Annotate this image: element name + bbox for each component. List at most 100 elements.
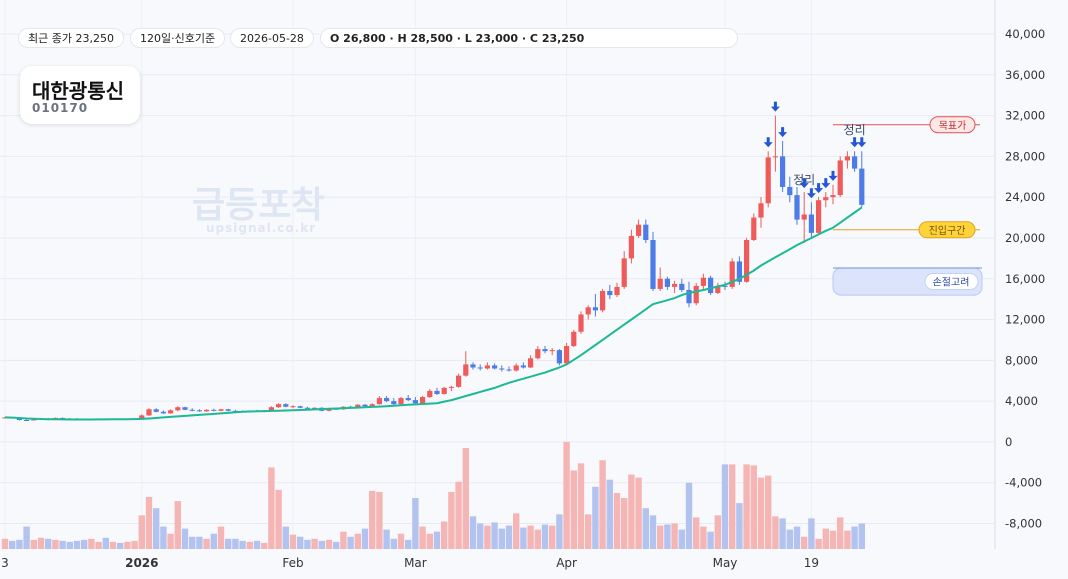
candle-body bbox=[362, 404, 368, 407]
volume-bar bbox=[304, 539, 311, 549]
volume-bar bbox=[30, 539, 37, 549]
volume-bar bbox=[289, 534, 297, 549]
volume-bar bbox=[534, 529, 541, 549]
volume-bar bbox=[606, 479, 613, 549]
volume-bar bbox=[858, 523, 865, 549]
candle-body bbox=[708, 277, 714, 294]
candle-body bbox=[628, 235, 634, 259]
candle-body bbox=[772, 156, 778, 158]
volume-bar bbox=[570, 470, 577, 549]
candle-body bbox=[283, 404, 289, 407]
candle-body bbox=[693, 285, 699, 304]
signal-arrow bbox=[778, 127, 788, 138]
volume-bar bbox=[390, 538, 397, 549]
y-tick-label: 28,000 bbox=[1005, 149, 1045, 163]
volume-bar bbox=[167, 533, 174, 549]
candle-body bbox=[175, 407, 181, 411]
watermark: 급등포착 bbox=[192, 185, 325, 226]
signal-arrow bbox=[799, 178, 809, 189]
volume-bar bbox=[505, 525, 513, 549]
volume-bar bbox=[246, 541, 253, 549]
volume-bar bbox=[253, 540, 261, 549]
candle-body bbox=[196, 410, 202, 412]
volume-bar bbox=[779, 518, 786, 549]
volume-bar bbox=[484, 525, 491, 549]
candle-body bbox=[556, 350, 562, 364]
candle-body bbox=[607, 290, 613, 296]
level-tag-bg bbox=[918, 221, 976, 239]
candle-body bbox=[168, 410, 174, 414]
volume-bar bbox=[261, 542, 268, 549]
volume-bar bbox=[376, 491, 383, 549]
x-tick-label: Feb bbox=[282, 556, 303, 570]
candle-body bbox=[686, 289, 692, 304]
candle-body bbox=[492, 365, 498, 369]
volume-bar bbox=[109, 541, 117, 549]
candle-body bbox=[376, 398, 382, 405]
candle-body bbox=[391, 401, 397, 405]
volume-bar bbox=[239, 540, 246, 549]
candle-body bbox=[448, 386, 454, 388]
candle-body bbox=[290, 406, 296, 408]
volume-bar bbox=[383, 529, 390, 549]
candle-body bbox=[31, 418, 37, 421]
volume-bar bbox=[318, 540, 325, 549]
volume-bar bbox=[556, 514, 563, 549]
volume-bar bbox=[131, 540, 138, 549]
volume-bar bbox=[577, 463, 585, 549]
volume-bar bbox=[448, 491, 455, 549]
candle-body bbox=[672, 283, 678, 287]
volume-bar bbox=[275, 489, 282, 549]
volume-bar bbox=[426, 533, 433, 549]
volume-bar bbox=[707, 531, 714, 549]
candle-body bbox=[477, 367, 483, 369]
volume-bar bbox=[520, 527, 527, 549]
y-tick-label: -4,000 bbox=[1005, 476, 1042, 490]
volume-bar bbox=[397, 533, 405, 549]
volume-bar bbox=[174, 501, 181, 549]
volume-bar bbox=[333, 541, 340, 549]
x-tick-label: 3 bbox=[1, 556, 9, 570]
signal-arrow bbox=[770, 101, 780, 112]
volume-bar bbox=[117, 542, 124, 549]
volume-bar bbox=[743, 464, 750, 549]
volume-bar bbox=[541, 524, 549, 549]
volume-bar bbox=[527, 525, 534, 549]
candle-body bbox=[369, 404, 375, 407]
x-tick-label: 19 bbox=[804, 556, 819, 570]
candle-body bbox=[427, 390, 433, 398]
volume-bar bbox=[354, 533, 361, 549]
candle-body bbox=[506, 369, 512, 371]
candle-body bbox=[542, 349, 548, 352]
volume-bar bbox=[829, 530, 837, 549]
candle-body bbox=[664, 278, 670, 287]
volume-bar bbox=[9, 540, 16, 549]
candle-body bbox=[405, 398, 411, 401]
volume-bar bbox=[232, 538, 239, 549]
signal-arrow bbox=[763, 137, 773, 148]
signal-arrow bbox=[821, 178, 831, 189]
candle-body bbox=[398, 398, 404, 405]
volume-bar bbox=[297, 536, 304, 549]
candle-body bbox=[787, 186, 793, 196]
candle-body bbox=[636, 224, 642, 236]
volume-bar bbox=[786, 529, 793, 549]
candle-body bbox=[751, 217, 757, 240]
volume-bar bbox=[441, 521, 448, 549]
volume-bar bbox=[729, 464, 736, 549]
volume-bar bbox=[433, 531, 441, 549]
candle-body bbox=[499, 368, 505, 370]
volume-bar bbox=[462, 448, 469, 549]
candle-body bbox=[528, 358, 534, 368]
y-tick-label: 36,000 bbox=[1005, 68, 1045, 82]
volume-bar bbox=[153, 508, 160, 549]
volume-bar bbox=[599, 460, 606, 549]
level-tag: 손절고려 bbox=[933, 276, 970, 289]
volume-bar bbox=[851, 526, 858, 549]
y-tick-label: 40,000 bbox=[1005, 27, 1045, 41]
candle-body bbox=[484, 365, 490, 369]
candle-body bbox=[816, 200, 822, 233]
note: 정리 bbox=[793, 173, 815, 187]
y-tick-label: 0 bbox=[1005, 435, 1012, 449]
candle-body bbox=[736, 261, 742, 282]
